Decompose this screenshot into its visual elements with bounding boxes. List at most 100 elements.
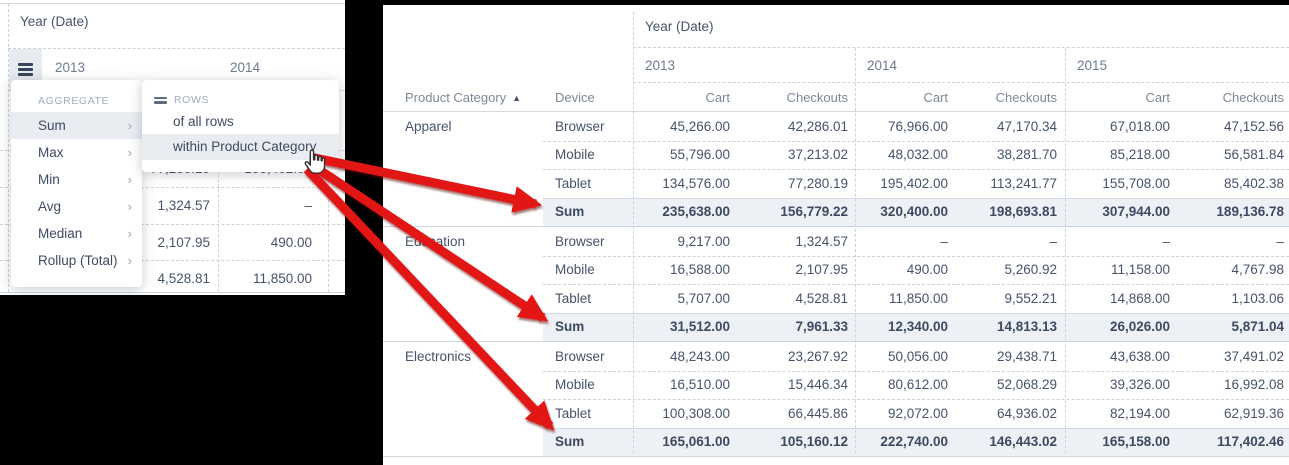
cell-2013-cart: 16,510.00 [669, 377, 730, 393]
aggregate-menu-title: AGGREGATE [38, 95, 110, 107]
cell-2013-cart: 165,061.00 [662, 434, 730, 450]
cell-2015-cart: 307,944.00 [1102, 204, 1170, 220]
cell-2013-checkouts: 4,528.81 [795, 290, 848, 306]
cell-2013-cart: 16,588.00 [669, 262, 730, 278]
left-pivot-fragment: Year (Date) 2013 2014 77,280.19195,402.0… [0, 0, 345, 295]
column-header-device[interactable]: Device [555, 89, 595, 105]
cell-2015-cart: – [1162, 233, 1170, 249]
device-cell: Browser [555, 348, 605, 364]
cell-2014-checkouts: 47,170.34 [996, 118, 1057, 134]
column-header-2015-cart[interactable]: Cart [1145, 89, 1170, 105]
column-header-2014-cart[interactable]: Cart [923, 89, 948, 105]
cell-2014-checkouts: 29,438.71 [996, 348, 1057, 364]
column-header-2013-checkouts[interactable]: Checkouts [786, 89, 848, 105]
cell-2015-cart: 11,158.00 [1110, 262, 1170, 278]
pivot-body: Apparel Browser 45,266.00 42,286.01 76,966.0… [383, 112, 1289, 457]
left-cell-value: 4,528.81 [157, 271, 210, 287]
dimension-label: Year (Date) [645, 19, 714, 34]
aggregate-menu: AGGREGATE Sum › Max › Min › Avg › Median › Rollup … [11, 80, 142, 287]
submenu-item-within-product-category[interactable]: within Product Category [142, 134, 339, 160]
submenu-item-of-all-rows[interactable]: of all rows [173, 114, 234, 129]
device-cell: Mobile [555, 262, 595, 278]
cell-2013-checkouts: 66,445.86 [787, 405, 848, 421]
pivot-row-electronics-mobile: Mobile 16,510.00 15,446.34 80,612.00 52,068.… [383, 370, 1289, 400]
sum-row-label: Sum [555, 319, 585, 335]
cell-2013-cart: 5,707.00 [677, 290, 730, 306]
chevron-right-icon: › [127, 145, 132, 160]
cell-2015-cart: 26,026.00 [1109, 319, 1170, 335]
menu-item-min[interactable]: Min › [11, 166, 142, 193]
cell-2015-cart: 85,218.00 [1109, 147, 1170, 163]
cell-2013-cart: 55,796.00 [669, 147, 730, 163]
cell-2014-cart: 222,740.00 [880, 434, 948, 450]
cell-2014-checkouts: 113,241.77 [990, 175, 1057, 191]
cell-2013-cart: 9,217.00 [677, 233, 730, 249]
cell-2014-cart: 80,612.00 [887, 377, 948, 393]
chevron-right-icon: › [127, 172, 132, 187]
left-cell-value: 11,850.00 [252, 271, 312, 287]
cell-2014-checkouts: 198,693.81 [989, 204, 1057, 220]
pivot-row-electronics-sum: Sum 165,061.00 105,160.12 222,740.00 146,443… [383, 427, 1289, 457]
sort-ascending-icon: ▲ [512, 92, 522, 103]
menu-item-max[interactable]: Max › [11, 139, 142, 166]
cell-2015-checkouts: 189,136.78 [1216, 204, 1284, 220]
column-divider [8, 4, 9, 292]
rows-submenu-header: ROWS [142, 91, 339, 109]
cell-2014-cart: 92,072.00 [887, 405, 948, 421]
cell-2015-checkouts: 85,402.38 [1223, 175, 1284, 191]
device-cell: Tablet [555, 290, 592, 306]
column-header-product-category[interactable]: Product Category ▲ [383, 90, 543, 105]
left-cell-value: 490.00 [270, 234, 312, 250]
device-cell: Mobile [555, 377, 595, 393]
device-cell: Mobile [555, 147, 595, 163]
table-top-border [0, 3, 345, 4]
rows-submenu: ROWS of all rows within Product Category [142, 80, 339, 172]
cell-2015-cart: 67,018.00 [1109, 118, 1170, 134]
table-bottom-border [0, 292, 345, 293]
cell-2014-cart: 48,032.00 [887, 147, 948, 163]
pivot-row-education-browser: Education Browser 9,217.00 1,324.57 – – – – [383, 227, 1289, 256]
menu-item-sum[interactable]: Sum › [11, 112, 142, 139]
pivot-row-apparel-tablet: Tablet 134,576.00 77,280.19 195,402.00 113,2… [383, 169, 1289, 198]
column-header-2015-checkouts[interactable]: Checkouts [1222, 89, 1284, 105]
cell-2015-checkouts: – [1276, 233, 1284, 249]
cell-2013-checkouts: 156,779.22 [780, 204, 848, 220]
year-header-row: 2013 2014 2015 [383, 48, 1289, 83]
cell-2014-cart: 50,056.00 [887, 348, 948, 364]
cell-2013-checkouts: 37,213.02 [787, 147, 848, 163]
menu-item-avg[interactable]: Avg › [11, 193, 142, 220]
cell-2013-cart: 235,638.00 [662, 204, 730, 220]
cell-2015-checkouts: 117,402.46 [1217, 434, 1284, 450]
cell-2014-checkouts: 38,281.70 [996, 147, 1057, 163]
sum-row-label: Sum [555, 204, 585, 220]
cell-2013-checkouts: 7,961.33 [795, 319, 848, 335]
column-header-2013-cart[interactable]: Cart [705, 89, 730, 105]
menu-item-rollup-total[interactable]: Rollup (Total) › [11, 247, 142, 274]
year-header-2015: 2015 [1077, 58, 1108, 73]
cell-2015-checkouts: 16,992.08 [1223, 377, 1284, 393]
cell-2013-cart: 48,243.00 [669, 348, 730, 364]
cell-2014-cart: 76,966.00 [887, 118, 948, 134]
cell-2015-cart: 14,868.00 [1109, 290, 1170, 306]
left-year-header-2013: 2013 [55, 60, 86, 75]
left-cell-value: 1,324.57 [157, 197, 210, 213]
pivot-row-education-mobile: Mobile 16,588.00 2,107.95 490.00 5,260.92 11,… [383, 255, 1289, 285]
cell-2014-cart: 11,850.00 [888, 290, 948, 306]
chevron-right-icon: › [127, 226, 132, 241]
cell-2013-checkouts: 1,324.57 [795, 233, 848, 249]
menu-item-median[interactable]: Median › [11, 220, 142, 247]
device-cell: Tablet [555, 405, 592, 421]
pivot-row-apparel-browser: Apparel Browser 45,266.00 42,286.01 76,966.0… [383, 112, 1289, 141]
column-header-2014-checkouts[interactable]: Checkouts [995, 89, 1057, 105]
cell-2013-cart: 45,266.00 [669, 118, 730, 134]
pivot-row-electronics-browser: Electronics Browser 48,243.00 23,267.92 50,0… [383, 342, 1289, 371]
year-header-2014: 2014 [867, 58, 898, 73]
cell-2014-checkouts: 5,260.92 [1004, 262, 1057, 278]
cell-2014-cart: 320,400.00 [880, 204, 948, 220]
column-divider [633, 12, 634, 453]
left-cell-value: 2,107.95 [157, 234, 210, 250]
category-cell: Education [405, 233, 466, 249]
pivot-row-apparel-mobile: Mobile 55,796.00 37,213.02 48,032.00 38,281.… [383, 140, 1289, 170]
cell-2015-cart: 39,326.00 [1109, 377, 1170, 393]
